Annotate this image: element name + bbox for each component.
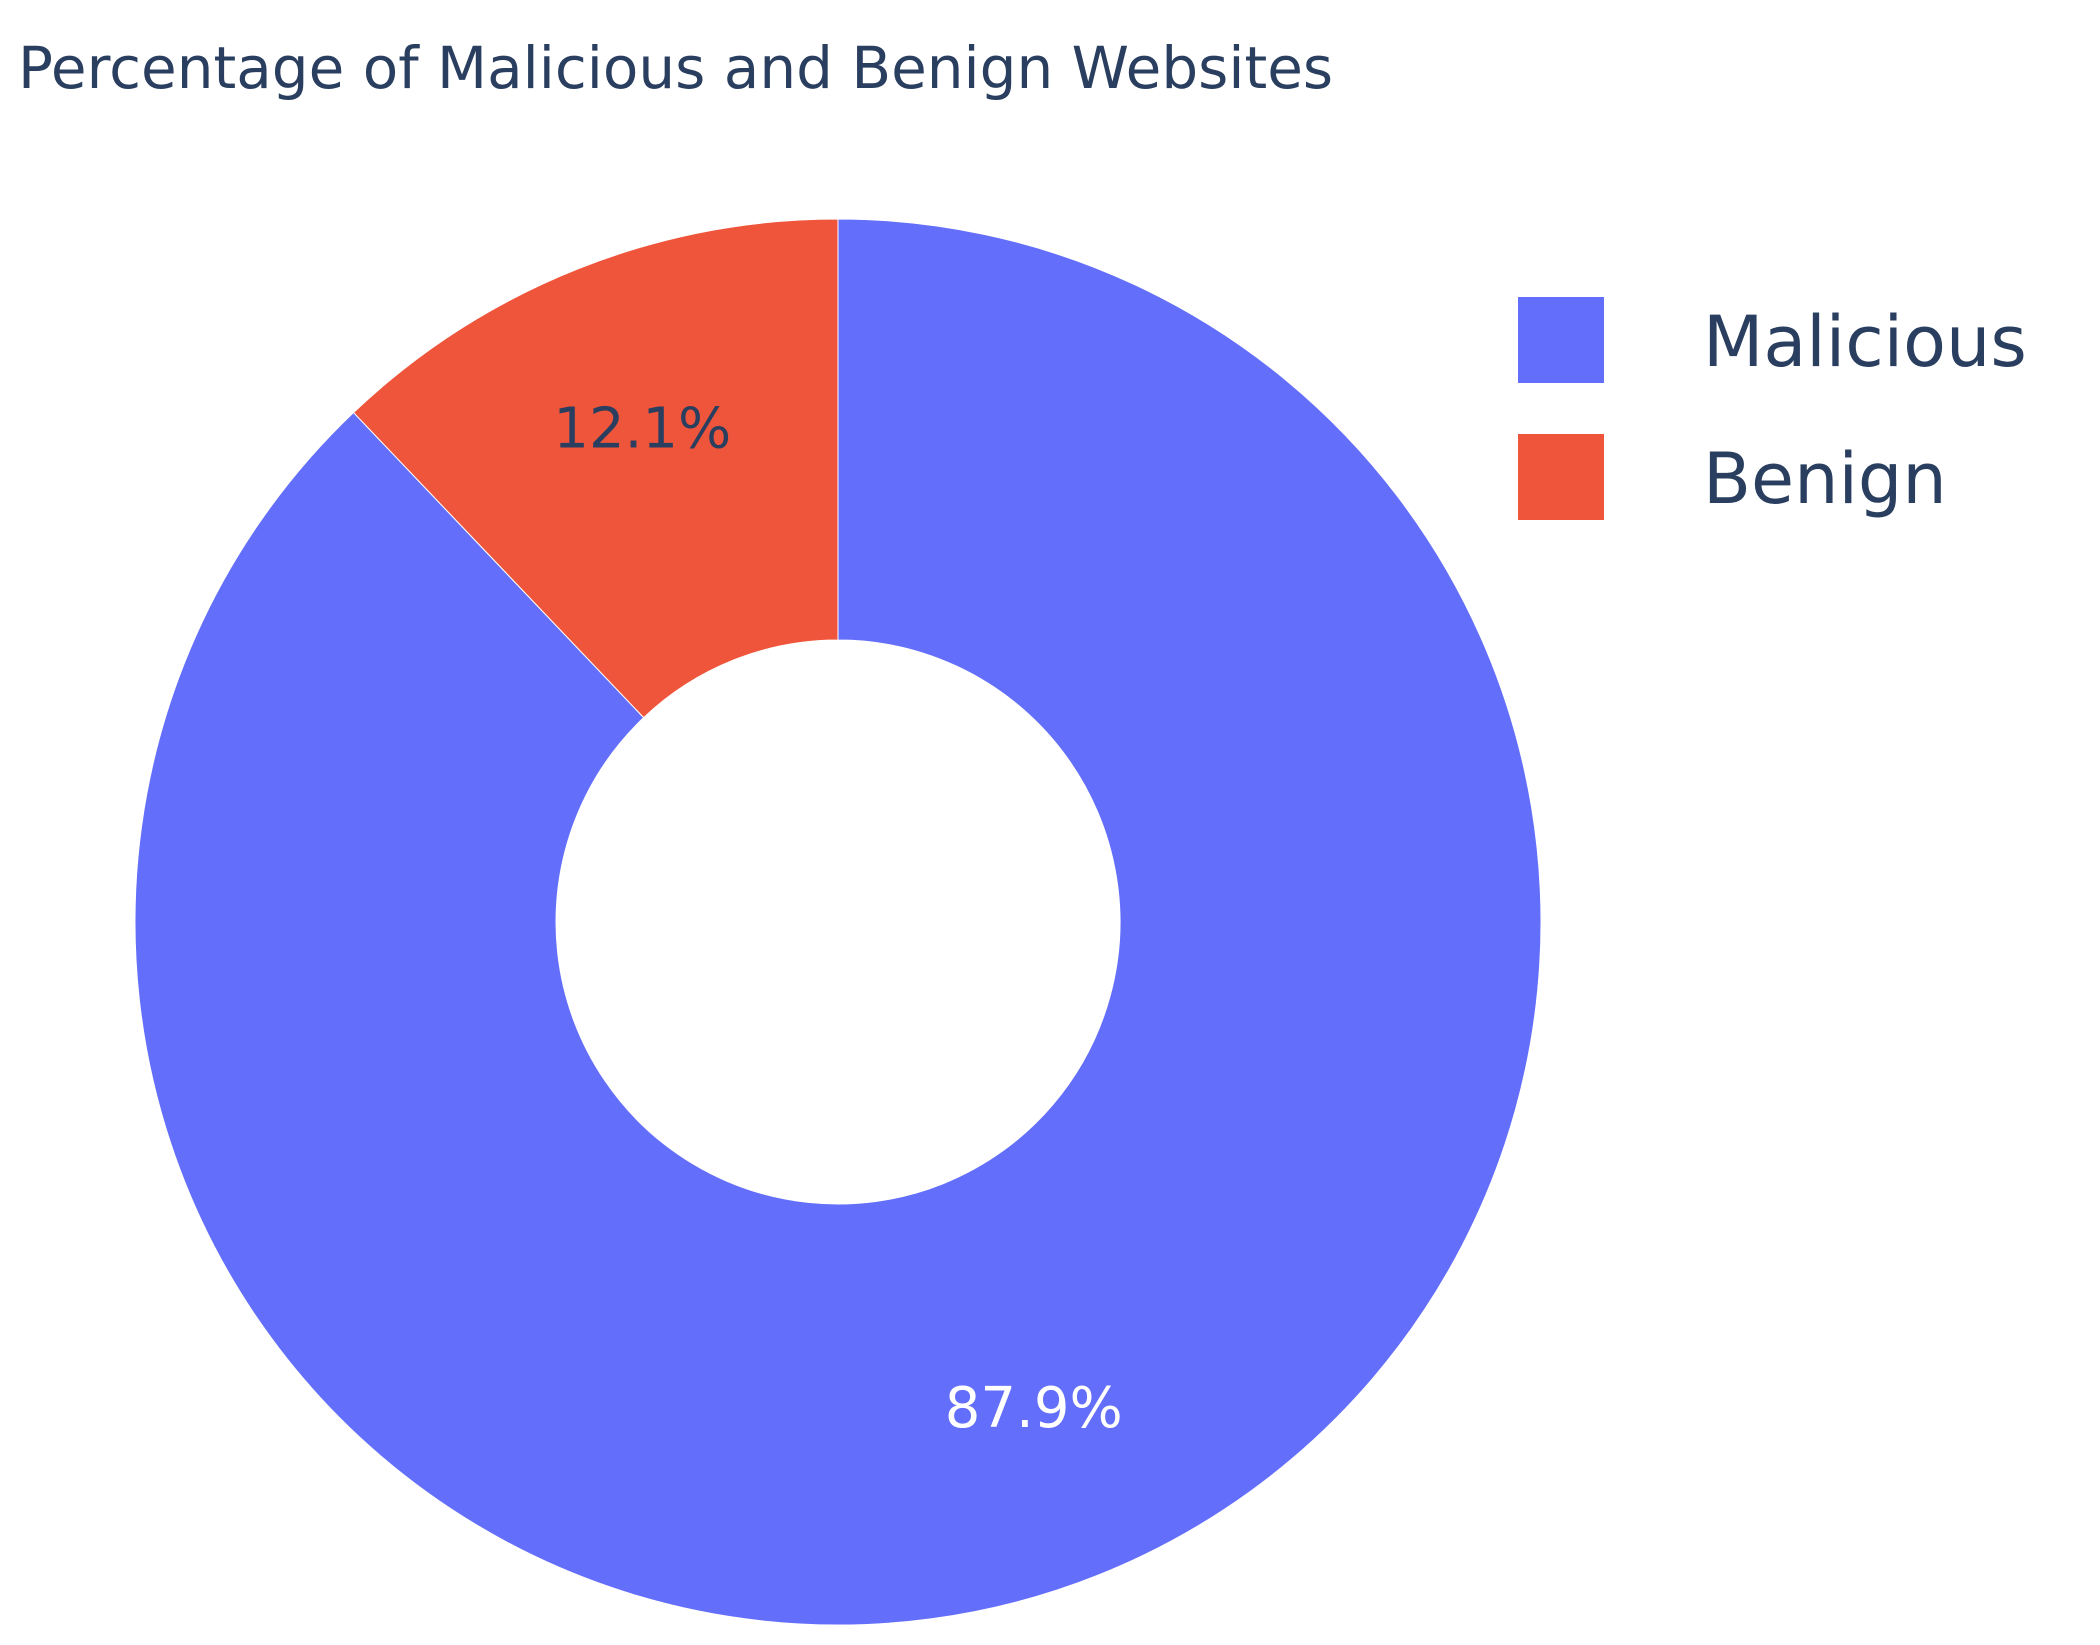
legend: Malicious Benign xyxy=(1518,297,2027,520)
slice-malicious[interactable] xyxy=(134,218,1542,1626)
chart-title: Percentage of Malicious and Benign Websi… xyxy=(18,34,1333,102)
slice-benign[interactable] xyxy=(352,218,839,719)
legend-swatch-malicious[interactable] xyxy=(1518,297,1604,383)
slice-labels: 87.9% 12.1% xyxy=(553,396,1122,1441)
legend-label-malicious[interactable]: Malicious xyxy=(1703,301,2027,383)
legend-label-benign[interactable]: Benign xyxy=(1703,438,1947,520)
slice-label-malicious: 87.9% xyxy=(945,1376,1123,1441)
slice-label-benign: 12.1% xyxy=(553,396,731,461)
legend-swatch-benign[interactable] xyxy=(1518,434,1604,520)
donut-slices xyxy=(134,218,1542,1626)
